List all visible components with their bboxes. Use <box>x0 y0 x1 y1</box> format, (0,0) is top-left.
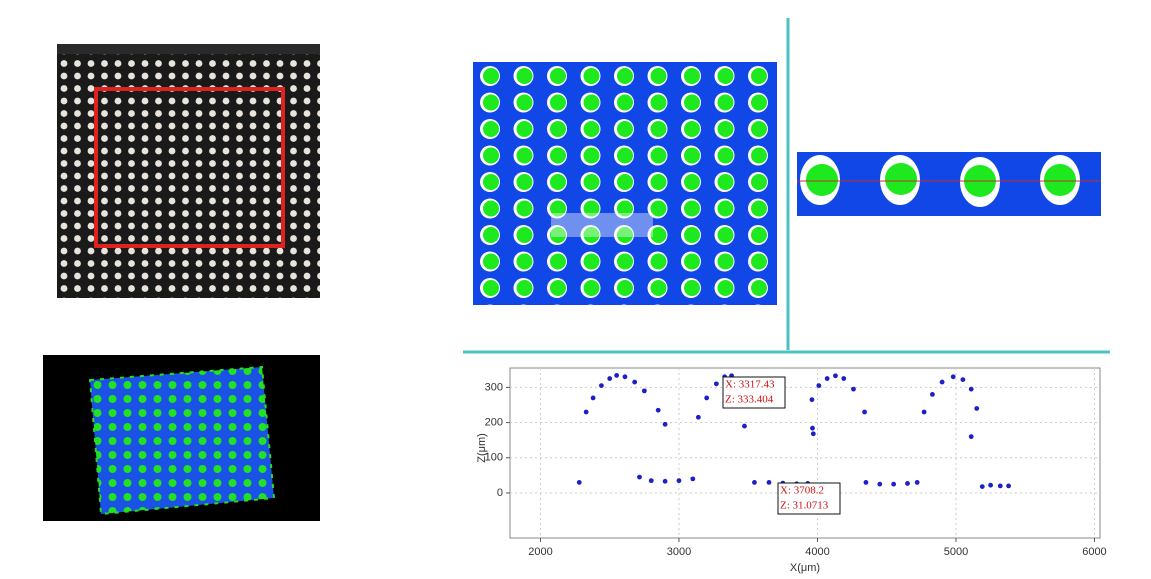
data-point <box>810 425 815 431</box>
data-point <box>968 434 974 440</box>
data-point <box>662 421 668 427</box>
y-tick-label: 200 <box>485 416 503 428</box>
data-point <box>930 391 935 397</box>
data-point <box>704 395 710 401</box>
x-axis-label: X(μm) <box>790 562 820 574</box>
data-point <box>997 483 1003 489</box>
data-point <box>637 474 642 480</box>
data-point <box>816 383 822 388</box>
data-point <box>766 479 772 485</box>
data-point <box>599 383 604 388</box>
x-tick-label: 4000 <box>805 546 829 558</box>
data-point <box>622 374 628 380</box>
data-point <box>863 479 869 485</box>
height-map <box>473 62 777 305</box>
data-point <box>851 386 856 392</box>
data-point <box>695 414 701 420</box>
data-point <box>576 479 582 485</box>
data-point <box>841 376 847 381</box>
data-point <box>914 479 920 485</box>
data-point <box>648 478 654 484</box>
profile-strip <box>797 152 1101 216</box>
data-point <box>590 395 596 401</box>
data-point <box>921 409 927 415</box>
annotation-text: X: 3317.43 <box>725 379 775 391</box>
data-point <box>824 376 830 381</box>
3d-view <box>43 355 320 521</box>
annotation-box <box>722 376 786 409</box>
x-tick-label: 2000 <box>528 546 552 558</box>
data-point <box>632 379 638 385</box>
data-point <box>862 409 867 415</box>
data-point <box>742 423 747 429</box>
x-tick-label: 5000 <box>944 546 968 558</box>
photo <box>57 44 320 298</box>
y-tick-label: 0 <box>497 487 503 499</box>
data-point <box>607 376 613 381</box>
y-tick-label: 300 <box>485 381 503 393</box>
annotation-text: Z: 31.0713 <box>780 500 829 512</box>
data-point <box>752 479 757 485</box>
x-tick-label: 3000 <box>667 546 691 558</box>
data-point <box>833 373 838 379</box>
data-point <box>960 377 966 383</box>
data-point <box>655 407 661 413</box>
data-point <box>662 478 668 484</box>
y-axis-label: Z(μm) <box>476 433 488 463</box>
data-point <box>891 481 897 487</box>
data-point <box>905 481 910 486</box>
data-point <box>988 482 993 488</box>
x-tick-label: 6000 <box>1082 546 1106 558</box>
data-point <box>641 388 647 394</box>
data-point <box>690 476 696 482</box>
annotation-text: X: 3708.2 <box>780 485 824 497</box>
data-point <box>713 381 719 387</box>
data-point <box>1006 483 1011 489</box>
annotation-text: Z: 333.404 <box>725 394 774 406</box>
data-point <box>877 481 883 487</box>
y-tick-label: 100 <box>485 452 503 464</box>
data-point <box>968 386 974 392</box>
data-point <box>676 478 682 484</box>
data-point <box>810 431 816 437</box>
data-point <box>950 374 956 380</box>
annotation-box <box>777 482 841 515</box>
data-point <box>979 484 985 490</box>
data-point <box>614 372 620 378</box>
data-point <box>939 379 945 385</box>
data-point <box>809 397 815 403</box>
data-point <box>583 409 589 415</box>
data-point <box>974 406 980 411</box>
